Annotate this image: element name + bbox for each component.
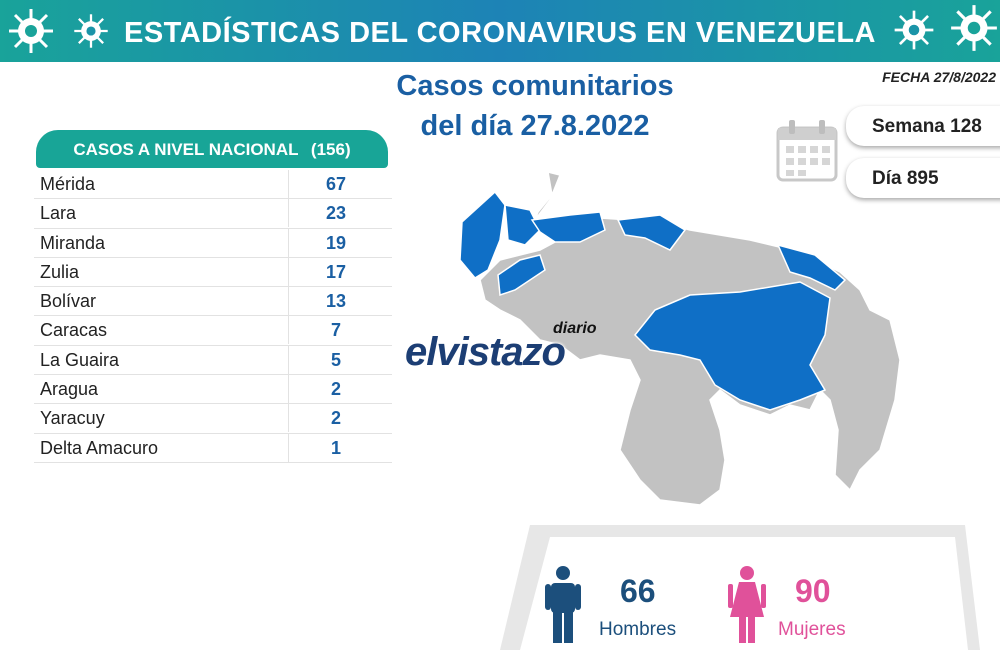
- report-title-line2: del día 27.8.2022: [420, 110, 650, 142]
- state-name: Lara: [40, 203, 77, 224]
- report-title: Casos comunitarios del día 27.8.2022: [360, 66, 710, 146]
- case-count: 17: [288, 257, 383, 286]
- woman-icon: [728, 566, 766, 643]
- case-count: 2: [288, 375, 383, 404]
- venezuela-map: [459, 170, 901, 506]
- table-total: (156): [310, 140, 351, 159]
- map-region-lara: [504, 204, 541, 246]
- case-count: 2: [288, 404, 383, 433]
- case-count: 1: [288, 433, 383, 462]
- virus-icon: [894, 10, 934, 50]
- case-count: 23: [288, 199, 383, 228]
- date-label: FECHA 27/8/2022: [882, 69, 996, 85]
- virus-icon: [9, 9, 53, 53]
- state-name: Yaracuy: [40, 408, 105, 429]
- state-name: Miranda: [40, 232, 106, 253]
- map-region-yaracuy-aragua: [530, 211, 606, 243]
- virus-icon: [74, 14, 108, 48]
- table-row: Mérida 67: [34, 170, 392, 200]
- state-name: La Guaira: [40, 349, 120, 370]
- gender-panel: 66 Hombres 90 Mujeres: [500, 525, 1000, 650]
- men-label: Hombres: [599, 619, 677, 640]
- table-heading: CASOS A NIVEL NACIONAL (156): [36, 130, 388, 168]
- page-title: ESTADÍSTICAS DEL CORONAVIRUS EN VENEZUEL…: [123, 17, 876, 49]
- brand-logo: diario elvistazo: [405, 320, 600, 380]
- case-count: 5: [288, 345, 383, 374]
- day-badge: Día 895: [846, 158, 1000, 198]
- table-row: Miranda 19: [34, 228, 392, 258]
- table-row: Yaracuy 2: [34, 404, 392, 434]
- map-region-zulia: [459, 190, 506, 279]
- state-name: Bolívar: [40, 291, 97, 312]
- table-row: La Guaira 5: [34, 345, 392, 376]
- table-row: Zulia 17: [34, 257, 392, 288]
- state-name: Caracas: [40, 320, 108, 341]
- map-region: [534, 170, 562, 221]
- map-region-delta: [776, 243, 847, 291]
- case-count: 67: [288, 170, 383, 198]
- map-region-bolivar: [633, 281, 831, 411]
- logo-prefix: diario: [553, 320, 597, 337]
- report-title-line1: Casos comunitarios: [396, 70, 674, 102]
- case-count: 7: [288, 316, 383, 345]
- men-count: 66: [620, 573, 656, 609]
- state-name: Aragua: [40, 379, 99, 400]
- cases-table: Mérida 67 Lara 23 Miranda 19 Zulia 17 Bolíva…: [34, 170, 392, 463]
- table-row: Delta Amacuro 1: [34, 433, 392, 463]
- man-icon: [545, 566, 581, 643]
- logo-name: elvistazo: [405, 330, 566, 374]
- women-label: Mujeres: [778, 619, 846, 640]
- table-heading-label: CASOS A NIVEL NACIONAL: [73, 140, 299, 159]
- calendar-icon: [776, 120, 838, 182]
- virus-icon: [951, 5, 997, 51]
- state-name: Zulia: [40, 261, 80, 282]
- map-region-merida: [497, 254, 546, 297]
- header-banner: ESTADÍSTICAS DEL CORONAVIRUS EN VENEZUEL…: [0, 0, 1000, 62]
- table-row: Aragua 2: [34, 375, 392, 405]
- case-count: 13: [288, 287, 383, 316]
- week-badge: Semana 128: [846, 106, 1000, 146]
- women-count: 90: [795, 573, 831, 609]
- table-row: Lara 23: [34, 199, 392, 229]
- map-region-miranda: [616, 214, 687, 251]
- table-row: Caracas 7: [34, 316, 392, 346]
- state-name: Delta Amacuro: [40, 437, 159, 458]
- table-row: Bolívar 13: [34, 287, 392, 317]
- state-name: Mérida: [40, 174, 96, 194]
- case-count: 19: [288, 228, 383, 257]
